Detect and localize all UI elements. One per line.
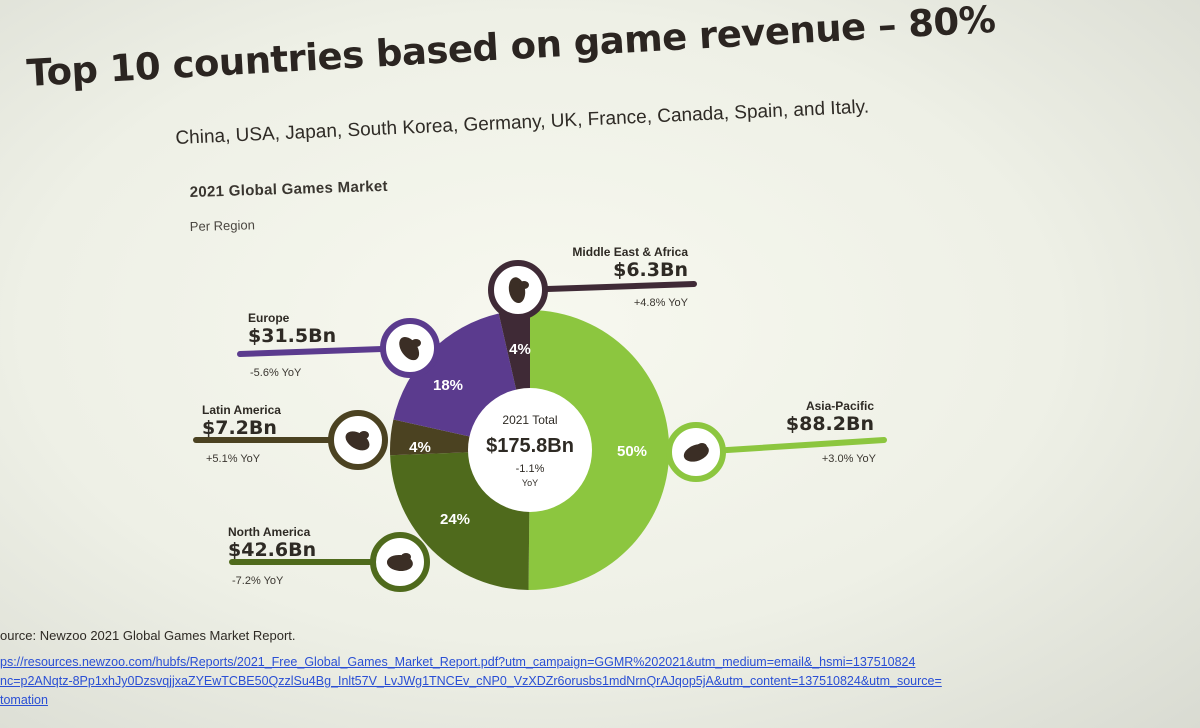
percent-label-asia-pacific: 50%	[617, 443, 647, 460]
slice-asia-pacific	[528, 310, 670, 591]
center-label: 2021 Total	[502, 413, 557, 427]
percent-label-europe: 18%	[433, 377, 463, 394]
region-yoy-middle-east-africa: +4.8% YoY	[634, 297, 689, 309]
source-link-line-2[interactable]: nc=p2ANqtz-8Pp1xhJy0DzsvqjjxaZYEwTCBE50Q…	[0, 674, 942, 688]
source-link-line-1[interactable]: ps://resources.newzoo.com/hubfs/Reports/…	[0, 655, 916, 669]
region-value-europe: $31.5Bn	[248, 325, 336, 347]
percent-label-north-america: 24%	[440, 511, 470, 528]
region-name-middle-east-africa: Middle East & Africa	[572, 245, 688, 259]
donut-hole	[468, 388, 592, 512]
region-yoy-north-america: -7.2% YoY	[232, 575, 284, 587]
middle-east-africa-map-icon	[488, 260, 548, 320]
europe-map-icon	[380, 318, 440, 378]
center-total: 2021 Total $175.8Bn -1.1% YoY	[468, 388, 592, 512]
center-change-label: YoY	[522, 478, 538, 488]
center-change: -1.1%	[516, 463, 545, 475]
region-value-middle-east-africa: $6.3Bn	[613, 259, 688, 281]
percent-labels: 50% 24% 4% 18% 4%	[409, 341, 647, 528]
region-name-latin-america: Latin America	[202, 403, 281, 417]
percent-label-middle-east-africa: 4%	[509, 341, 531, 358]
region-name-europe: Europe	[248, 311, 290, 325]
source-link-line-3[interactable]: tomation	[0, 693, 48, 707]
source-text: ource: Newzoo 2021 Global Games Market R…	[0, 628, 296, 643]
region-callouts: Asia-Pacific$88.2Bn +3.0% YoY North Americ…	[202, 245, 877, 592]
region-name-asia-pacific: Asia-Pacific	[806, 399, 874, 413]
center-value: $175.8Bn	[486, 435, 574, 457]
latin-america-map-icon	[328, 410, 388, 470]
region-value-north-america: $42.6Bn	[228, 539, 316, 561]
region-name-north-america: North America	[228, 525, 311, 539]
region-yoy-latin-america: +5.1% YoY	[206, 453, 261, 465]
region-value-asia-pacific: $88.2Bn	[786, 413, 874, 435]
asia-pacific-map-icon	[666, 422, 726, 482]
region-value-latin-america: $7.2Bn	[202, 417, 277, 439]
region-yoy-europe: -5.6% YoY	[250, 367, 302, 379]
connector-asia-pacific	[693, 437, 887, 455]
percent-label-latin-america: 4%	[409, 439, 431, 456]
north-america-map-icon	[370, 532, 430, 592]
region-yoy-asia-pacific: +3.0% YoY	[822, 453, 877, 465]
